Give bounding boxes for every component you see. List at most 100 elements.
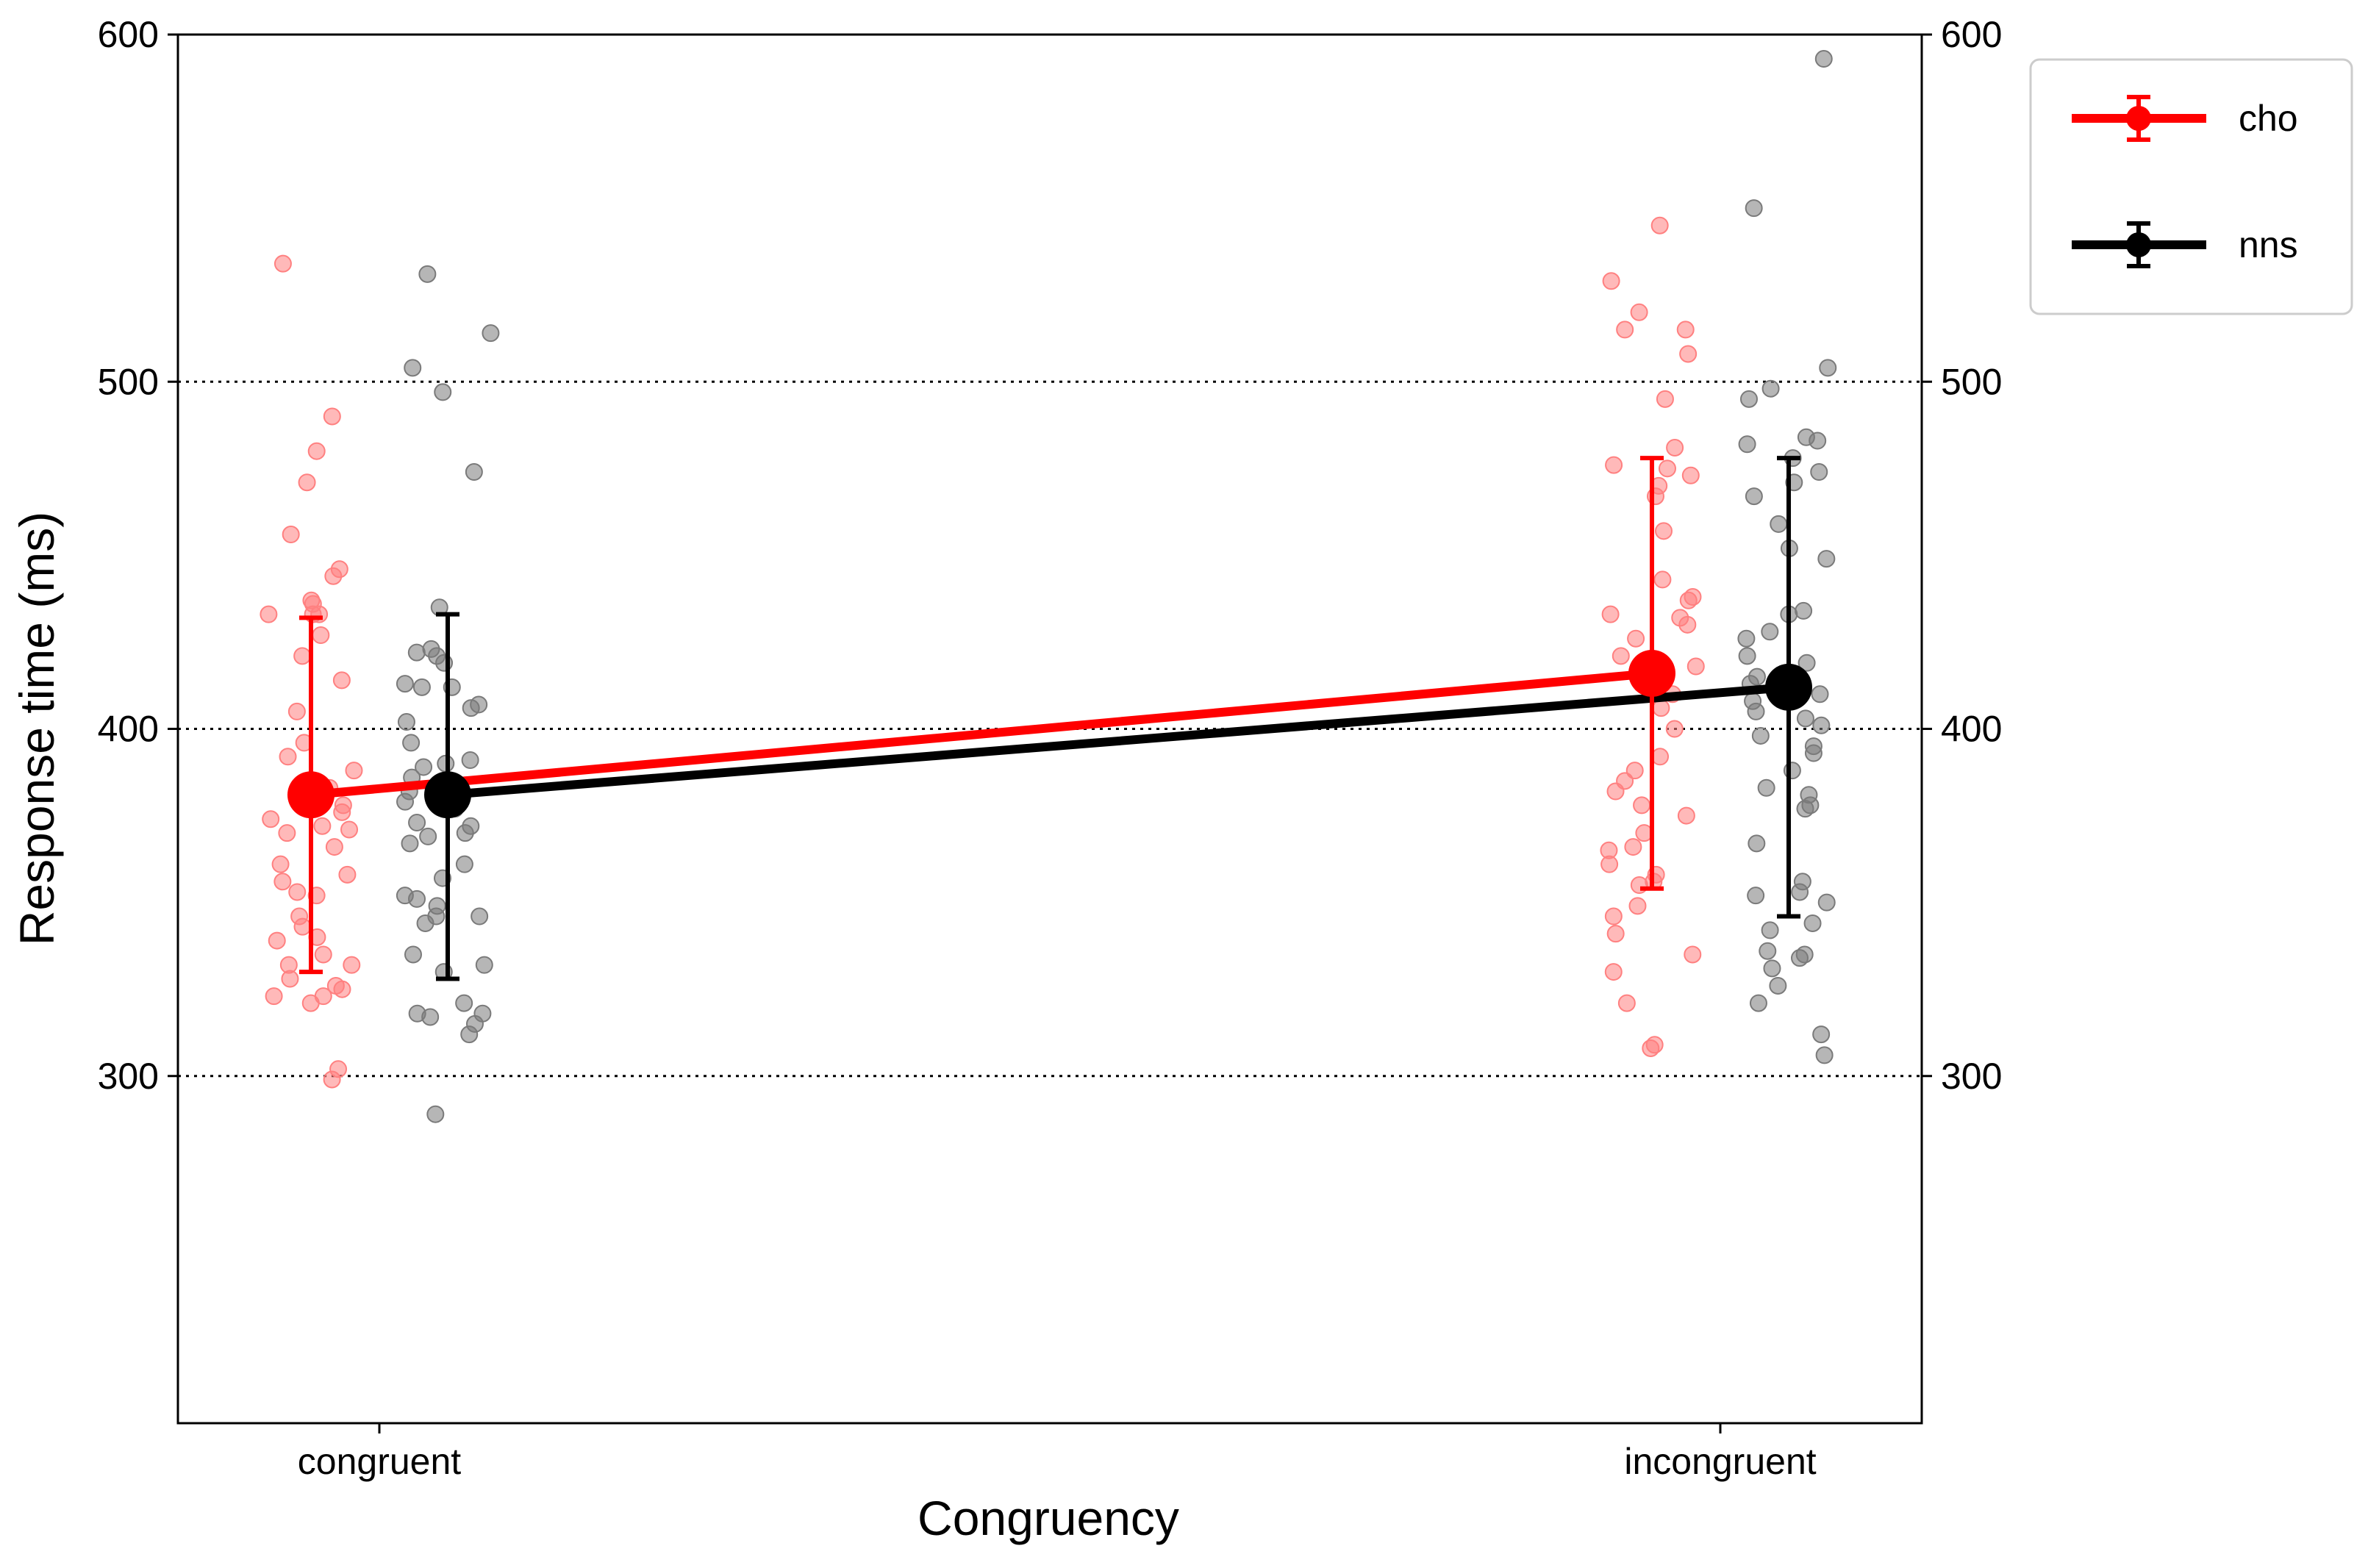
nns-point — [455, 994, 473, 1012]
nns-point — [1737, 629, 1756, 648]
cho-point — [332, 671, 351, 690]
nns-point — [460, 1025, 479, 1044]
cho-point — [313, 817, 332, 835]
nns-point — [1748, 834, 1766, 853]
nns-point — [408, 889, 426, 908]
legend-marker-cho — [2126, 106, 2151, 131]
nns-point — [397, 713, 415, 731]
nns-point — [421, 1008, 440, 1026]
cho-point — [293, 647, 312, 665]
nns-point — [1770, 515, 1788, 533]
cho-point — [343, 956, 361, 974]
x-tick-label-incongruent: incongruent — [1624, 1441, 1816, 1482]
nns-point — [1757, 778, 1775, 797]
nns-point — [461, 751, 479, 770]
cho-point — [1679, 591, 1698, 609]
cho-point — [1616, 321, 1634, 339]
cho-point — [1624, 838, 1642, 856]
cho-point — [1678, 615, 1697, 634]
nns-point — [434, 383, 452, 401]
cho-point — [1654, 522, 1673, 540]
nns-point — [418, 265, 437, 283]
nns-point — [404, 359, 422, 377]
x-tick-label-congruent: congruent — [298, 1441, 461, 1482]
nns-point — [1798, 654, 1816, 672]
cho-point — [324, 567, 343, 585]
cho-point — [265, 987, 283, 1006]
cho-point — [279, 748, 297, 766]
cho-mean-marker — [287, 771, 335, 819]
cho-point — [1601, 605, 1620, 623]
nns-point — [415, 758, 433, 776]
cho-point — [1617, 994, 1636, 1012]
cho-point — [293, 917, 312, 936]
y-tick-label-right: 500 — [1941, 361, 2002, 402]
nns-point — [1761, 379, 1780, 398]
cho-point — [338, 865, 357, 884]
nns-point — [1817, 550, 1836, 568]
cho-point — [298, 473, 316, 492]
cho-point — [287, 702, 306, 720]
nns-mean-marker — [1765, 663, 1812, 711]
nns-point — [1803, 914, 1822, 932]
cho-point — [1676, 321, 1695, 339]
x-axis-title: Congruency — [917, 1491, 1179, 1545]
cho-point — [282, 526, 300, 544]
nns-mean-marker — [424, 771, 471, 819]
cho-point — [1679, 345, 1698, 363]
nns-point — [471, 907, 489, 926]
cho-point — [278, 824, 296, 842]
y-tick-label-right: 600 — [1941, 14, 2002, 55]
nns-point — [408, 814, 426, 832]
nns-point — [1759, 942, 1777, 960]
legend: cho nns — [2029, 58, 2353, 315]
nns-point — [1804, 744, 1822, 762]
cho-point — [325, 838, 343, 856]
nns-point — [1763, 959, 1781, 978]
cho-point — [1602, 272, 1620, 290]
legend-label-cho: cho — [2239, 98, 2298, 139]
cho-point — [312, 626, 330, 644]
nns-point — [1745, 199, 1763, 218]
cho-point — [1627, 629, 1645, 648]
cho-point — [260, 605, 278, 623]
axes: 300 300 400 400 500 500 600 600 congruent incongr… — [98, 14, 2003, 1482]
nns-point — [1747, 887, 1765, 905]
cho-point — [1653, 570, 1672, 589]
nns-point — [1809, 432, 1827, 450]
nns-point — [475, 956, 493, 974]
nns-point — [412, 678, 431, 696]
legend-label-nns: nns — [2239, 224, 2298, 265]
cho-point — [1606, 925, 1625, 943]
cho-point — [340, 820, 359, 839]
cho-point — [1681, 466, 1700, 484]
nns-point — [1819, 359, 1837, 377]
y-tick-label-right: 300 — [1941, 1056, 2002, 1097]
cho-point — [323, 407, 341, 426]
nns-point — [1796, 800, 1814, 818]
cho-point — [301, 994, 320, 1012]
cho-point — [1652, 699, 1670, 717]
cho-point — [314, 945, 332, 964]
y-tick-label-right: 400 — [1941, 709, 2002, 750]
cho-point — [1630, 303, 1648, 321]
cho-point — [273, 254, 292, 273]
nns-point — [416, 914, 434, 932]
nns-point — [1761, 921, 1779, 939]
nns-point — [426, 1105, 445, 1123]
nns-line — [447, 682, 1789, 800]
nns-point — [1791, 883, 1809, 901]
cho-point — [1666, 438, 1684, 457]
nns-point — [1769, 976, 1787, 995]
nns-point — [396, 675, 414, 693]
cho-point — [323, 1070, 341, 1089]
cho-point — [1600, 855, 1619, 873]
cho-point — [333, 980, 351, 998]
nns-point — [396, 792, 415, 811]
cho-point — [1686, 657, 1705, 676]
nns-point — [407, 643, 426, 662]
nns-point — [1812, 1025, 1831, 1044]
cho-point — [1604, 963, 1623, 981]
cho-point — [1604, 907, 1623, 926]
cho-point — [1642, 1039, 1660, 1057]
